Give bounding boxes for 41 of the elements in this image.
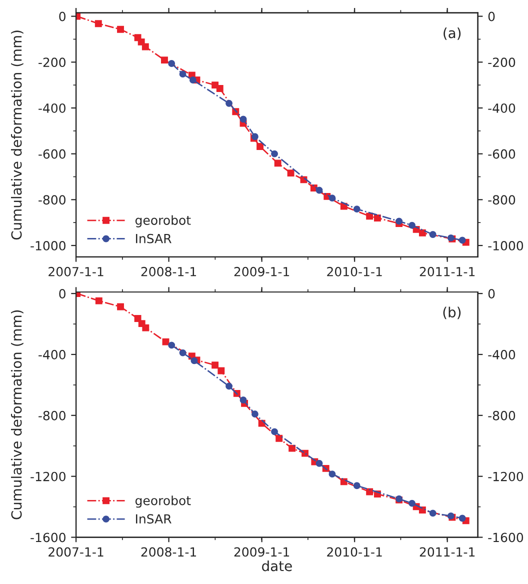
- x-tick-label: 2009-1-1: [234, 547, 290, 557]
- y2-tick-label: -1200: [488, 472, 524, 482]
- annotation: (a): [444, 28, 461, 40]
- y-tick-label: -200: [38, 58, 66, 68]
- x-tick-label: 2008-1-1: [141, 547, 196, 557]
- y2-tick-label: -400: [488, 103, 516, 113]
- y-tick-label: -400: [38, 350, 66, 360]
- x-tick-label: 2011-1-1: [420, 547, 475, 557]
- y2-tick-label: -200: [488, 58, 516, 68]
- x-tick-label: 2010-1-1: [327, 266, 382, 276]
- legend-label: InSAR: [136, 514, 172, 524]
- y-axis-title: Cumulative deformation (mm): [10, 30, 24, 240]
- y-tick-label: -1600: [30, 532, 66, 542]
- y2-tick-label: -600: [488, 149, 516, 159]
- x-tick-label: 2010-1-1: [327, 547, 382, 557]
- x-tick-label: 2007-1-1: [48, 547, 104, 557]
- y2-tick-label: -1000: [488, 240, 524, 250]
- y-tick-label: -1000: [30, 240, 66, 250]
- y-tick-label: -600: [38, 149, 66, 159]
- x-tick-label: 2007-1-1: [48, 266, 104, 276]
- x-tick-label: 2011-1-1: [420, 266, 475, 276]
- y2-tick-label: -800: [488, 410, 516, 420]
- y-axis-title: Cumulative deformation (mm): [10, 310, 24, 520]
- y2-tick-label: 0: [488, 288, 495, 298]
- y2-tick-label: -400: [488, 350, 516, 360]
- y-tick-label: -1200: [30, 472, 66, 482]
- y-tick-label: -800: [38, 195, 66, 205]
- y-tick-label: 0: [59, 288, 66, 298]
- legend-label: georobot: [135, 215, 191, 228]
- legend-label: georobot: [135, 496, 191, 508]
- y2-tick-label: -800: [488, 195, 516, 205]
- legend-label: InSAR: [136, 234, 172, 244]
- y2-tick-label: 0: [488, 12, 495, 22]
- x-tick-label: 2009-1-1: [234, 266, 290, 276]
- y-tick-label: -800: [38, 410, 66, 420]
- x-tick-label: 2008-1-1: [141, 266, 196, 276]
- y2-tick-label: -1600: [488, 532, 524, 542]
- annotation: (b): [443, 306, 461, 320]
- y-tick-label: 0: [59, 12, 66, 22]
- x-axis-title: date: [262, 560, 292, 572]
- y-tick-label: -400: [38, 103, 66, 113]
